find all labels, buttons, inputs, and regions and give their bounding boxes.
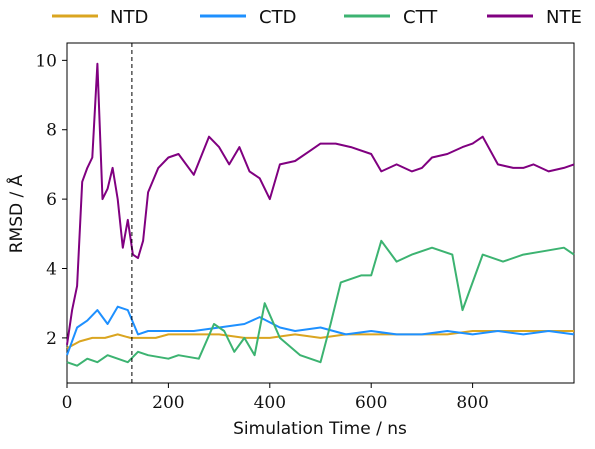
- legend: NTD CTD CTT NTE: [52, 7, 582, 28]
- legend-label-ctd: CTD: [259, 7, 296, 28]
- x-axis-label: Simulation Time / ns: [233, 419, 407, 439]
- y-tick-label: 2: [46, 329, 57, 349]
- y-tick-label: 6: [46, 190, 57, 210]
- plot-frame: [66, 42, 575, 384]
- x-tick-label: 0: [62, 393, 73, 413]
- x-axis: 0 200 400 600 800: [62, 383, 489, 413]
- legend-label-ctt: CTT: [403, 7, 438, 28]
- y-axis-label: RMSD / Å: [5, 174, 27, 253]
- series-line-ctt: [66, 239, 575, 367]
- series-layer: [66, 62, 575, 367]
- y-axis: 2 4 6 8 10: [35, 51, 67, 349]
- series-line-ntd: [66, 330, 574, 350]
- y-tick-label: 8: [46, 121, 57, 141]
- y-tick-label: 4: [46, 260, 57, 280]
- x-tick-label: 800: [456, 393, 488, 413]
- series-line-ctd: [66, 305, 575, 356]
- x-tick-label: 200: [152, 393, 184, 413]
- legend-label-ntd: NTD: [110, 7, 148, 28]
- x-tick-label: 600: [355, 393, 387, 413]
- x-tick-label: 400: [254, 393, 286, 413]
- legend-label-nte: NTE: [546, 7, 582, 28]
- series-line-nte: [66, 62, 575, 345]
- y-tick-label: 10: [35, 51, 57, 71]
